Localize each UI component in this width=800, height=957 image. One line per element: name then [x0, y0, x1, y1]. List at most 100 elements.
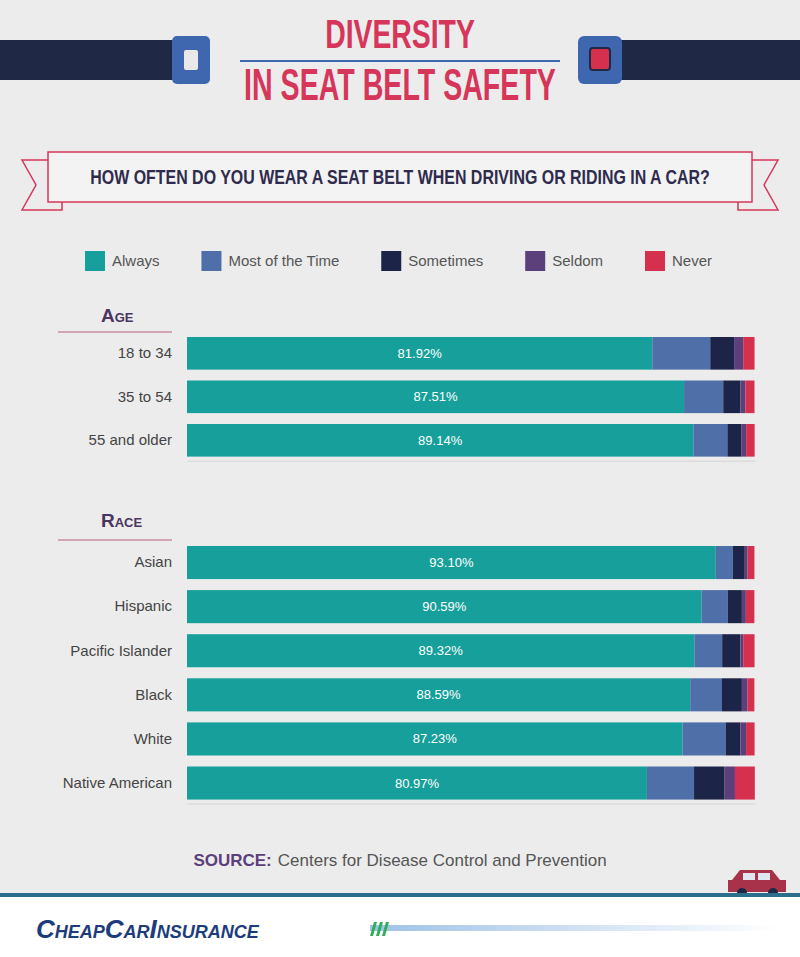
category-label: Asian — [134, 553, 172, 570]
bar-segment: Seldom — [724, 767, 735, 800]
bar-segment: Most of the Time — [690, 678, 722, 711]
chart-panel-1: RaceAsianHispanicPacific IslanderBlackWh… — [58, 510, 756, 804]
bar-segment: Sometimes — [728, 590, 742, 623]
infographic: DIVERSITYIN SEAT BELT SAFETY HOW OFTEN DO… — [0, 0, 800, 957]
title-line-1: DIVERSITY — [325, 12, 475, 56]
footer — [0, 897, 800, 957]
series-2: SometimesSometimesSometimesSometimesSome… — [694, 546, 745, 800]
bar-segment: Sometimes — [722, 678, 742, 711]
legend-item: Seldom — [525, 251, 603, 271]
category-label: 18 to 34 — [118, 344, 172, 361]
data-label: 80.97% — [395, 776, 440, 791]
car-body — [728, 870, 786, 892]
bar-segment: Always — [187, 678, 690, 711]
source-label: SOURCE: — [193, 851, 271, 870]
legend-item: Sometimes — [381, 251, 483, 271]
source: SOURCE: Centers for Disease Control and P… — [193, 851, 606, 870]
ribbon — [48, 152, 752, 202]
category-label: Hispanic — [114, 597, 172, 614]
bar-segment — [743, 337, 754, 370]
panel-title: Race — [101, 510, 142, 531]
car-window — [758, 873, 770, 880]
bar-segment: Always — [187, 722, 682, 755]
brand: CheapCarInsurance — [36, 914, 260, 944]
category-label: Native American — [63, 774, 172, 791]
legend-swatch — [381, 251, 401, 271]
bar-segment: Seldom — [740, 634, 743, 667]
data-label: 89.32% — [419, 643, 464, 658]
data-label: 87.23% — [413, 731, 458, 746]
series-4 — [743, 337, 754, 457]
bar-segment: Seldom — [740, 722, 746, 755]
buckle-button — [590, 48, 610, 70]
bars — [187, 337, 755, 457]
bar-segment: Sometimes — [733, 546, 745, 579]
belt-strap-left — [0, 40, 178, 80]
bar-segment: Most of the Time — [647, 767, 694, 800]
category-axis: 18 to 34 35 to 54 55 and older — [89, 344, 172, 448]
bar-segment — [734, 337, 743, 370]
bar-segment — [187, 424, 693, 457]
series-1: Most of the Time Most of the Time Most of … — [647, 546, 733, 800]
bar-segment — [684, 381, 723, 414]
legend-item: Most of the Time — [201, 251, 339, 271]
bar-segment — [187, 337, 652, 370]
data-labels: 81.92%87.51%89.14% — [398, 346, 463, 448]
background — [0, 0, 800, 957]
buckle-tongue — [172, 36, 210, 84]
title-rule — [240, 60, 560, 62]
bar-segment: Most of the Time — [682, 722, 725, 755]
bar-segment — [723, 381, 740, 414]
legend-swatch — [85, 251, 105, 271]
category-label: White — [134, 730, 172, 747]
data-labels: 93.10%90.59%89.32%88.59%87.23%80.97% — [395, 555, 474, 791]
data-label: 81.92% — [398, 346, 443, 361]
value-axis-line — [188, 461, 756, 462]
source-text: Centers for Disease Control and Preventi… — [278, 851, 607, 870]
legend-label: Always — [112, 252, 160, 269]
category-tick: Native American — [63, 774, 172, 791]
category-label: 35 to 54 — [118, 388, 172, 405]
data-label: 89.14% — [418, 433, 463, 448]
bar-segment: Never — [746, 590, 755, 623]
series-0: AlwaysAlwaysAlwaysAlwaysAlwaysAlways — [187, 546, 716, 800]
bar-segment: Always — [187, 546, 716, 579]
subtitle: HOW OFTEN DO YOU WEAR A SEAT BELT WHEN D… — [90, 166, 710, 188]
bar-segment — [710, 337, 734, 370]
bar-segment — [742, 424, 747, 457]
bar-segment: Most of the Time — [716, 546, 733, 579]
category-tick: Pacific Islander — [70, 642, 172, 659]
buckle-slot — [184, 50, 198, 70]
category-label: 55 and older — [89, 431, 172, 448]
series-0 — [187, 337, 693, 457]
legend-item: Never — [645, 251, 712, 271]
bar-segment — [187, 381, 684, 414]
bar-segment: Sometimes — [726, 722, 741, 755]
bar-segment: Most of the Time — [694, 634, 722, 667]
title-line-2: IN SEAT BELT SAFETY — [244, 60, 556, 110]
legend-label: Most of the Time — [228, 252, 339, 269]
bar-segment: Seldom — [745, 546, 748, 579]
bar-segment: Never — [748, 546, 755, 579]
bar-segment: Seldom — [742, 678, 748, 711]
brand-mark — [382, 922, 389, 936]
bar-segment: Never — [748, 678, 755, 711]
legend-swatch — [525, 251, 545, 271]
bar-segment: Sometimes — [694, 767, 724, 800]
category-axis: AsianHispanicPacific IslanderBlackWhiteN… — [63, 553, 173, 791]
bar-segment: Never — [746, 722, 755, 755]
data-label: 88.59% — [417, 687, 462, 702]
category-tick: 35 to 54 — [118, 388, 172, 405]
bar-segment — [746, 424, 755, 457]
legend-swatch — [201, 251, 221, 271]
bar-segment: Always — [187, 634, 694, 667]
bar-segment: Never — [743, 634, 754, 667]
value-axis — [188, 804, 756, 805]
bar-segment: Always — [187, 590, 702, 623]
category-tick: Asian — [134, 553, 172, 570]
buckle — [578, 36, 622, 84]
bar-segment — [652, 337, 710, 370]
legend-label: Seldom — [552, 252, 603, 269]
bars: AlwaysAlwaysAlwaysAlwaysAlwaysAlwaysMost… — [187, 546, 755, 800]
category-tick: 55 and older — [89, 431, 172, 448]
